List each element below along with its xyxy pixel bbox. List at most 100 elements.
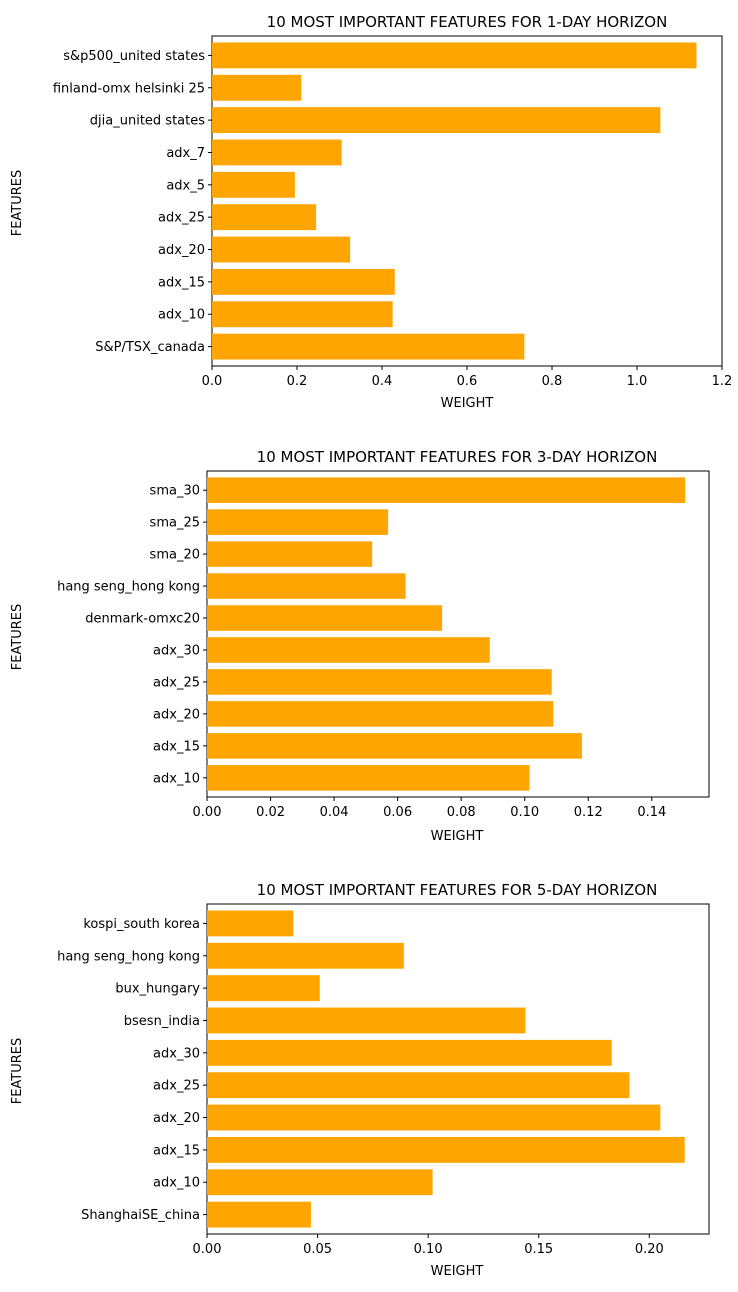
chart-3-bar [207, 942, 404, 969]
chart-3-y-tick-label: kospi_south korea [83, 917, 200, 932]
chart-3-bar [207, 1169, 433, 1196]
chart-2-y-tick-label: adx_20 [153, 707, 200, 722]
chart-2-bar [207, 509, 389, 535]
chart-3-day: 10 MOST IMPORTANT FEATURES FOR 3-DAY HOR… [10, 448, 710, 844]
chart-1-bar [212, 139, 342, 166]
chart-1-ylabel: FEATURES [10, 170, 25, 237]
chart-2-y-tick-label: hang seng_hong kong [57, 580, 200, 595]
chart-1-y-tick-label: djia_united states [90, 114, 205, 129]
chart-2-y-tick-label: denmark-omxc20 [85, 612, 200, 627]
chart-3-title: 10 MOST IMPORTANT FEATURES FOR 5-DAY HOR… [257, 881, 658, 899]
chart-1-bar [212, 301, 393, 328]
chart-3-y-tick-label: bux_hungary [115, 982, 200, 997]
chart-3-y-tick-label: adx_25 [153, 1079, 200, 1094]
chart-1-x-tick-label: 0.6 [457, 374, 478, 389]
chart-3-y-tick-label: adx_10 [153, 1176, 200, 1191]
chart-1-bar [212, 268, 395, 295]
chart-2-bar [207, 669, 552, 695]
chart-2-x-tick-label: 0.04 [320, 805, 349, 820]
chart-1-bars [212, 42, 697, 360]
chart-3-y-tick-labels: kospi_south korea hang seng_hong kong bux_… [57, 917, 207, 1223]
chart-1-x-tick-label: 1.0 [627, 374, 648, 389]
chart-2-bar [207, 701, 554, 727]
chart-2-x-tick-label: 0.00 [193, 805, 222, 820]
chart-2-bar [207, 637, 490, 663]
chart-1-y-tick-labels: s&p500_united states finland-omx helsinki… [53, 49, 212, 355]
chart-1-bar [212, 74, 302, 101]
chart-2-x-tick-label: 0.14 [637, 805, 666, 820]
chart-2-bars [207, 477, 686, 791]
chart-3-x-tick-label: 0.15 [524, 1242, 553, 1257]
chart-2-y-tick-label: adx_10 [153, 771, 200, 786]
chart-2-xlabel: WEIGHT [431, 829, 484, 844]
chart-1-x-tick-label: 0.0 [202, 374, 223, 389]
chart-1-x-tick-label: 1.2 [712, 374, 733, 389]
chart-3-bar [207, 1201, 311, 1228]
chart-2-y-tick-label: sma_20 [150, 548, 200, 563]
chart-2-bar [207, 541, 373, 567]
chart-1-y-tick-label: adx_5 [166, 178, 205, 193]
chart-2-x-tick-label: 0.08 [447, 805, 476, 820]
chart-3-x-tick-label: 0.00 [193, 1242, 222, 1257]
chart-1-x-tick-label: 0.8 [542, 374, 563, 389]
chart-2-bar [207, 573, 406, 599]
chart-3-y-tick-label: bsesn_india [124, 1014, 200, 1029]
chart-5-day: 10 MOST IMPORTANT FEATURES FOR 5-DAY HOR… [10, 881, 710, 1279]
chart-3-y-tick-label: adx_20 [153, 1111, 200, 1126]
chart-2-x-ticks: 0.00 0.02 0.04 0.06 0.08 0.10 0.12 0.14 [193, 797, 666, 820]
chart-3-y-tick-label: hang seng_hong kong [57, 949, 200, 964]
chart-2-x-tick-label: 0.02 [256, 805, 285, 820]
chart-3-x-tick-label: 0.05 [303, 1242, 332, 1257]
chart-2-bar [207, 765, 530, 791]
chart-1-bar [212, 107, 661, 134]
chart-1-bar [212, 204, 317, 231]
chart-2-x-tick-label: 0.10 [510, 805, 539, 820]
chart-1-x-ticks: 0.0 0.2 0.4 0.6 0.8 1.0 1.2 [202, 366, 733, 389]
chart-2-y-tick-label: adx_25 [153, 675, 200, 690]
chart-3-bar [207, 1136, 685, 1163]
chart-3-bar [207, 1007, 526, 1034]
chart-1-bar [212, 42, 697, 69]
chart-1-bar [212, 236, 351, 263]
chart-2-y-tick-label: adx_15 [153, 739, 200, 754]
chart-3-bar [207, 910, 294, 937]
chart-2-y-tick-label: adx_30 [153, 643, 200, 658]
chart-1-x-tick-label: 0.2 [287, 374, 308, 389]
chart-1-y-tick-label: finland-omx helsinki 25 [53, 81, 205, 96]
chart-1-day: 10 MOST IMPORTANT FEATURES FOR 1-DAY HOR… [10, 13, 732, 411]
chart-1-bar [212, 171, 295, 198]
chart-2-y-tick-label: sma_25 [150, 516, 200, 531]
chart-1-bar [212, 333, 525, 360]
chart-1-xlabel: WEIGHT [441, 396, 494, 411]
chart-2-plot-frame [206, 470, 710, 798]
chart-3-bar [207, 1072, 630, 1099]
chart-2-x-tick-label: 0.06 [383, 805, 412, 820]
chart-3-plot-frame [206, 903, 710, 1235]
chart-3-bar [207, 975, 320, 1002]
chart-2-bar [207, 477, 686, 503]
chart-3-x-tick-label: 0.20 [635, 1242, 664, 1257]
chart-2-bar [207, 605, 443, 631]
chart-2-y-tick-label: sma_30 [150, 484, 200, 499]
chart-3-y-tick-label: ShanghaiSE_china [81, 1208, 200, 1223]
chart-3-bars [207, 910, 685, 1228]
chart-1-y-tick-label: s&p500_united states [63, 49, 205, 64]
chart-3-y-tick-label: adx_30 [153, 1046, 200, 1061]
chart-2-bar [207, 733, 582, 759]
chart-3-bar [207, 1104, 661, 1131]
chart-3-x-tick-label: 0.10 [414, 1242, 443, 1257]
chart-2-x-tick-label: 0.12 [574, 805, 603, 820]
chart-2-ylabel: FEATURES [10, 604, 25, 671]
chart-1-title: 10 MOST IMPORTANT FEATURES FOR 1-DAY HOR… [267, 13, 668, 31]
chart-1-y-tick-label: adx_7 [166, 146, 205, 161]
chart-1-x-tick-label: 0.4 [372, 374, 393, 389]
chart-1-y-tick-label: adx_25 [158, 211, 205, 226]
chart-1-y-tick-label: S&P/TSX_canada [95, 340, 205, 355]
chart-3-xlabel: WEIGHT [431, 1264, 484, 1279]
chart-3-x-ticks: 0.00 0.05 0.10 0.15 0.20 [193, 1234, 664, 1257]
chart-1-y-tick-label: adx_20 [158, 243, 205, 258]
chart-1-y-tick-label: adx_15 [158, 275, 205, 290]
chart-1-y-tick-label: adx_10 [158, 308, 205, 323]
